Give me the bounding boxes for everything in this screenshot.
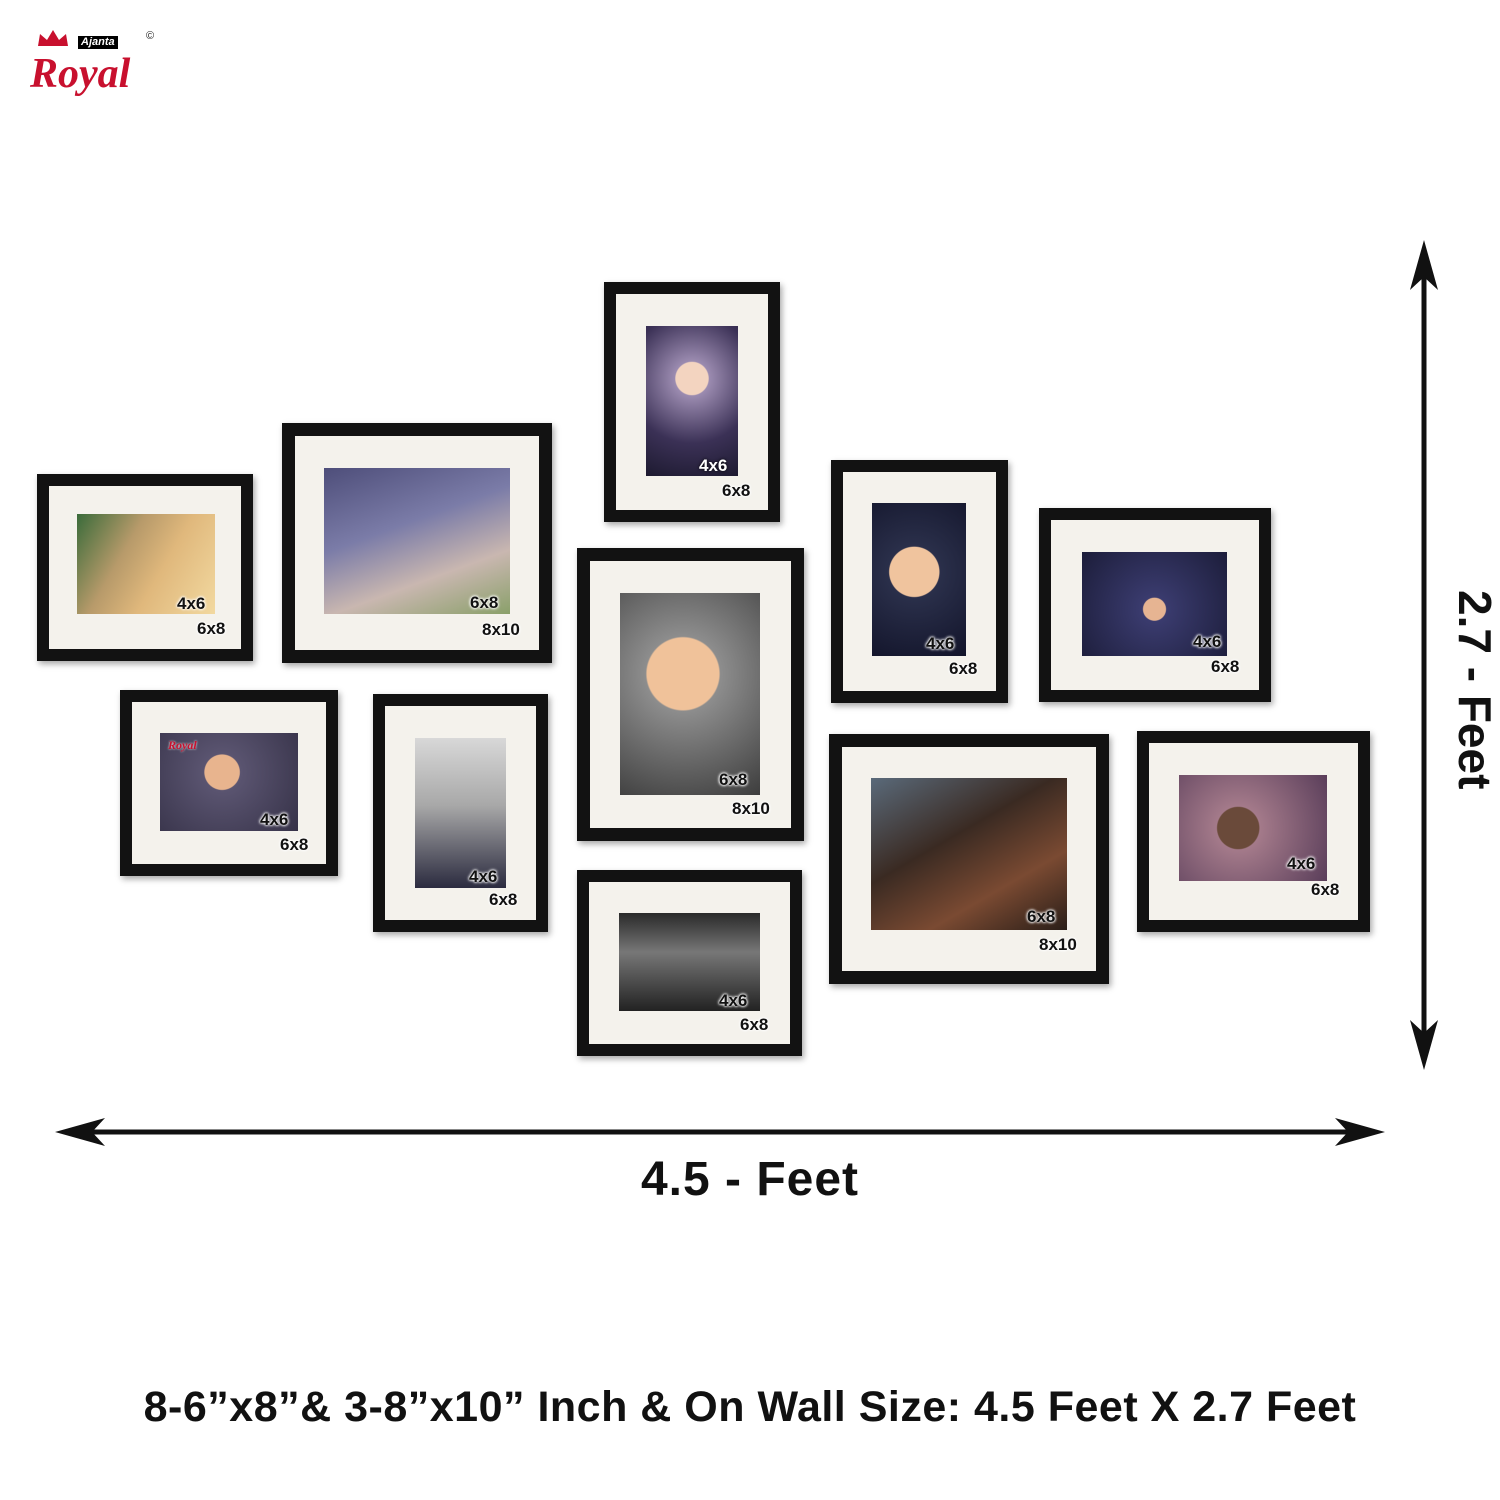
photo-size-label: 4x6 <box>469 867 498 886</box>
size-caption: 8-6”x8”& 3-8”x10” Inch & On Wall Size: 4… <box>143 1383 1357 1431</box>
height-label: 2.7 - Feet <box>1449 590 1500 790</box>
photo-frame: 6x8 8x10 <box>577 548 804 841</box>
frame-photo <box>77 514 215 614</box>
frame-photo <box>1082 552 1227 656</box>
frame-photo <box>872 503 966 656</box>
frame-photo <box>1179 775 1327 881</box>
brand-name: Royal <box>30 51 131 97</box>
frame-photo <box>620 593 760 795</box>
photo-size-label: 4x6 <box>699 456 728 475</box>
photo-frame: 6x8 8x10 <box>829 734 1109 984</box>
mat-size-label: 6x8 <box>280 835 309 854</box>
photo-frame: 4x6 6x8 <box>37 474 253 661</box>
height-arrow-icon <box>1410 240 1438 1070</box>
photo-size-label: 6x8 <box>719 770 748 789</box>
photo-frame: 4x6 6x8 <box>604 282 780 522</box>
brand-top-text: Ajanta <box>78 36 118 49</box>
photo-frame: 4x6 6x8 <box>1137 731 1370 932</box>
width-arrow-icon <box>55 1118 1385 1146</box>
photo-frame: Royal 4x6 6x8 <box>120 690 338 876</box>
frame-photo <box>324 468 510 614</box>
mat-size-label: 6x8 <box>197 619 226 638</box>
photo-frame: 4x6 6x8 <box>577 870 802 1056</box>
frame-photo <box>619 913 760 1011</box>
frame-photo <box>646 326 738 476</box>
photo-size-label: 6x8 <box>1027 907 1056 926</box>
frame-photo <box>871 778 1067 930</box>
photo-size-label: 4x6 <box>926 634 955 653</box>
mat-size-label: 8x10 <box>1039 935 1077 954</box>
photo-size-label: 4x6 <box>1287 854 1316 873</box>
photo-size-label: 6x8 <box>470 593 499 612</box>
mat-size-label: 8x10 <box>482 620 520 639</box>
frame-photo <box>415 738 506 888</box>
photo-size-label: 4x6 <box>719 991 748 1010</box>
photo-size-label: 4x6 <box>260 810 289 829</box>
photo-frame: 4x6 6x8 <box>1039 508 1271 702</box>
photo-frame: 4x6 6x8 <box>373 694 548 932</box>
width-label: 4.5 - Feet <box>640 1153 860 1206</box>
frame-photo <box>160 733 298 831</box>
photo-frame: 4x6 6x8 <box>831 460 1008 703</box>
mat-size-label: 6x8 <box>949 659 978 678</box>
crown-icon <box>38 30 68 46</box>
mat-size-label: 6x8 <box>1211 657 1240 676</box>
mat-size-label: 8x10 <box>732 799 770 818</box>
photo-size-label: 4x6 <box>177 594 206 613</box>
mat-size-label: 6x8 <box>740 1015 769 1034</box>
brand-logo: Ajanta Royal © <box>28 28 163 100</box>
mat-size-label: 6x8 <box>489 890 518 909</box>
copyright-mark: © <box>146 30 155 42</box>
photo-watermark: Royal <box>168 738 197 752</box>
mat-size-label: 6x8 <box>1311 880 1340 899</box>
mat-size-label: 6x8 <box>722 481 751 500</box>
photo-size-label: 4x6 <box>1193 632 1222 651</box>
photo-frame: 6x8 8x10 <box>282 423 552 663</box>
